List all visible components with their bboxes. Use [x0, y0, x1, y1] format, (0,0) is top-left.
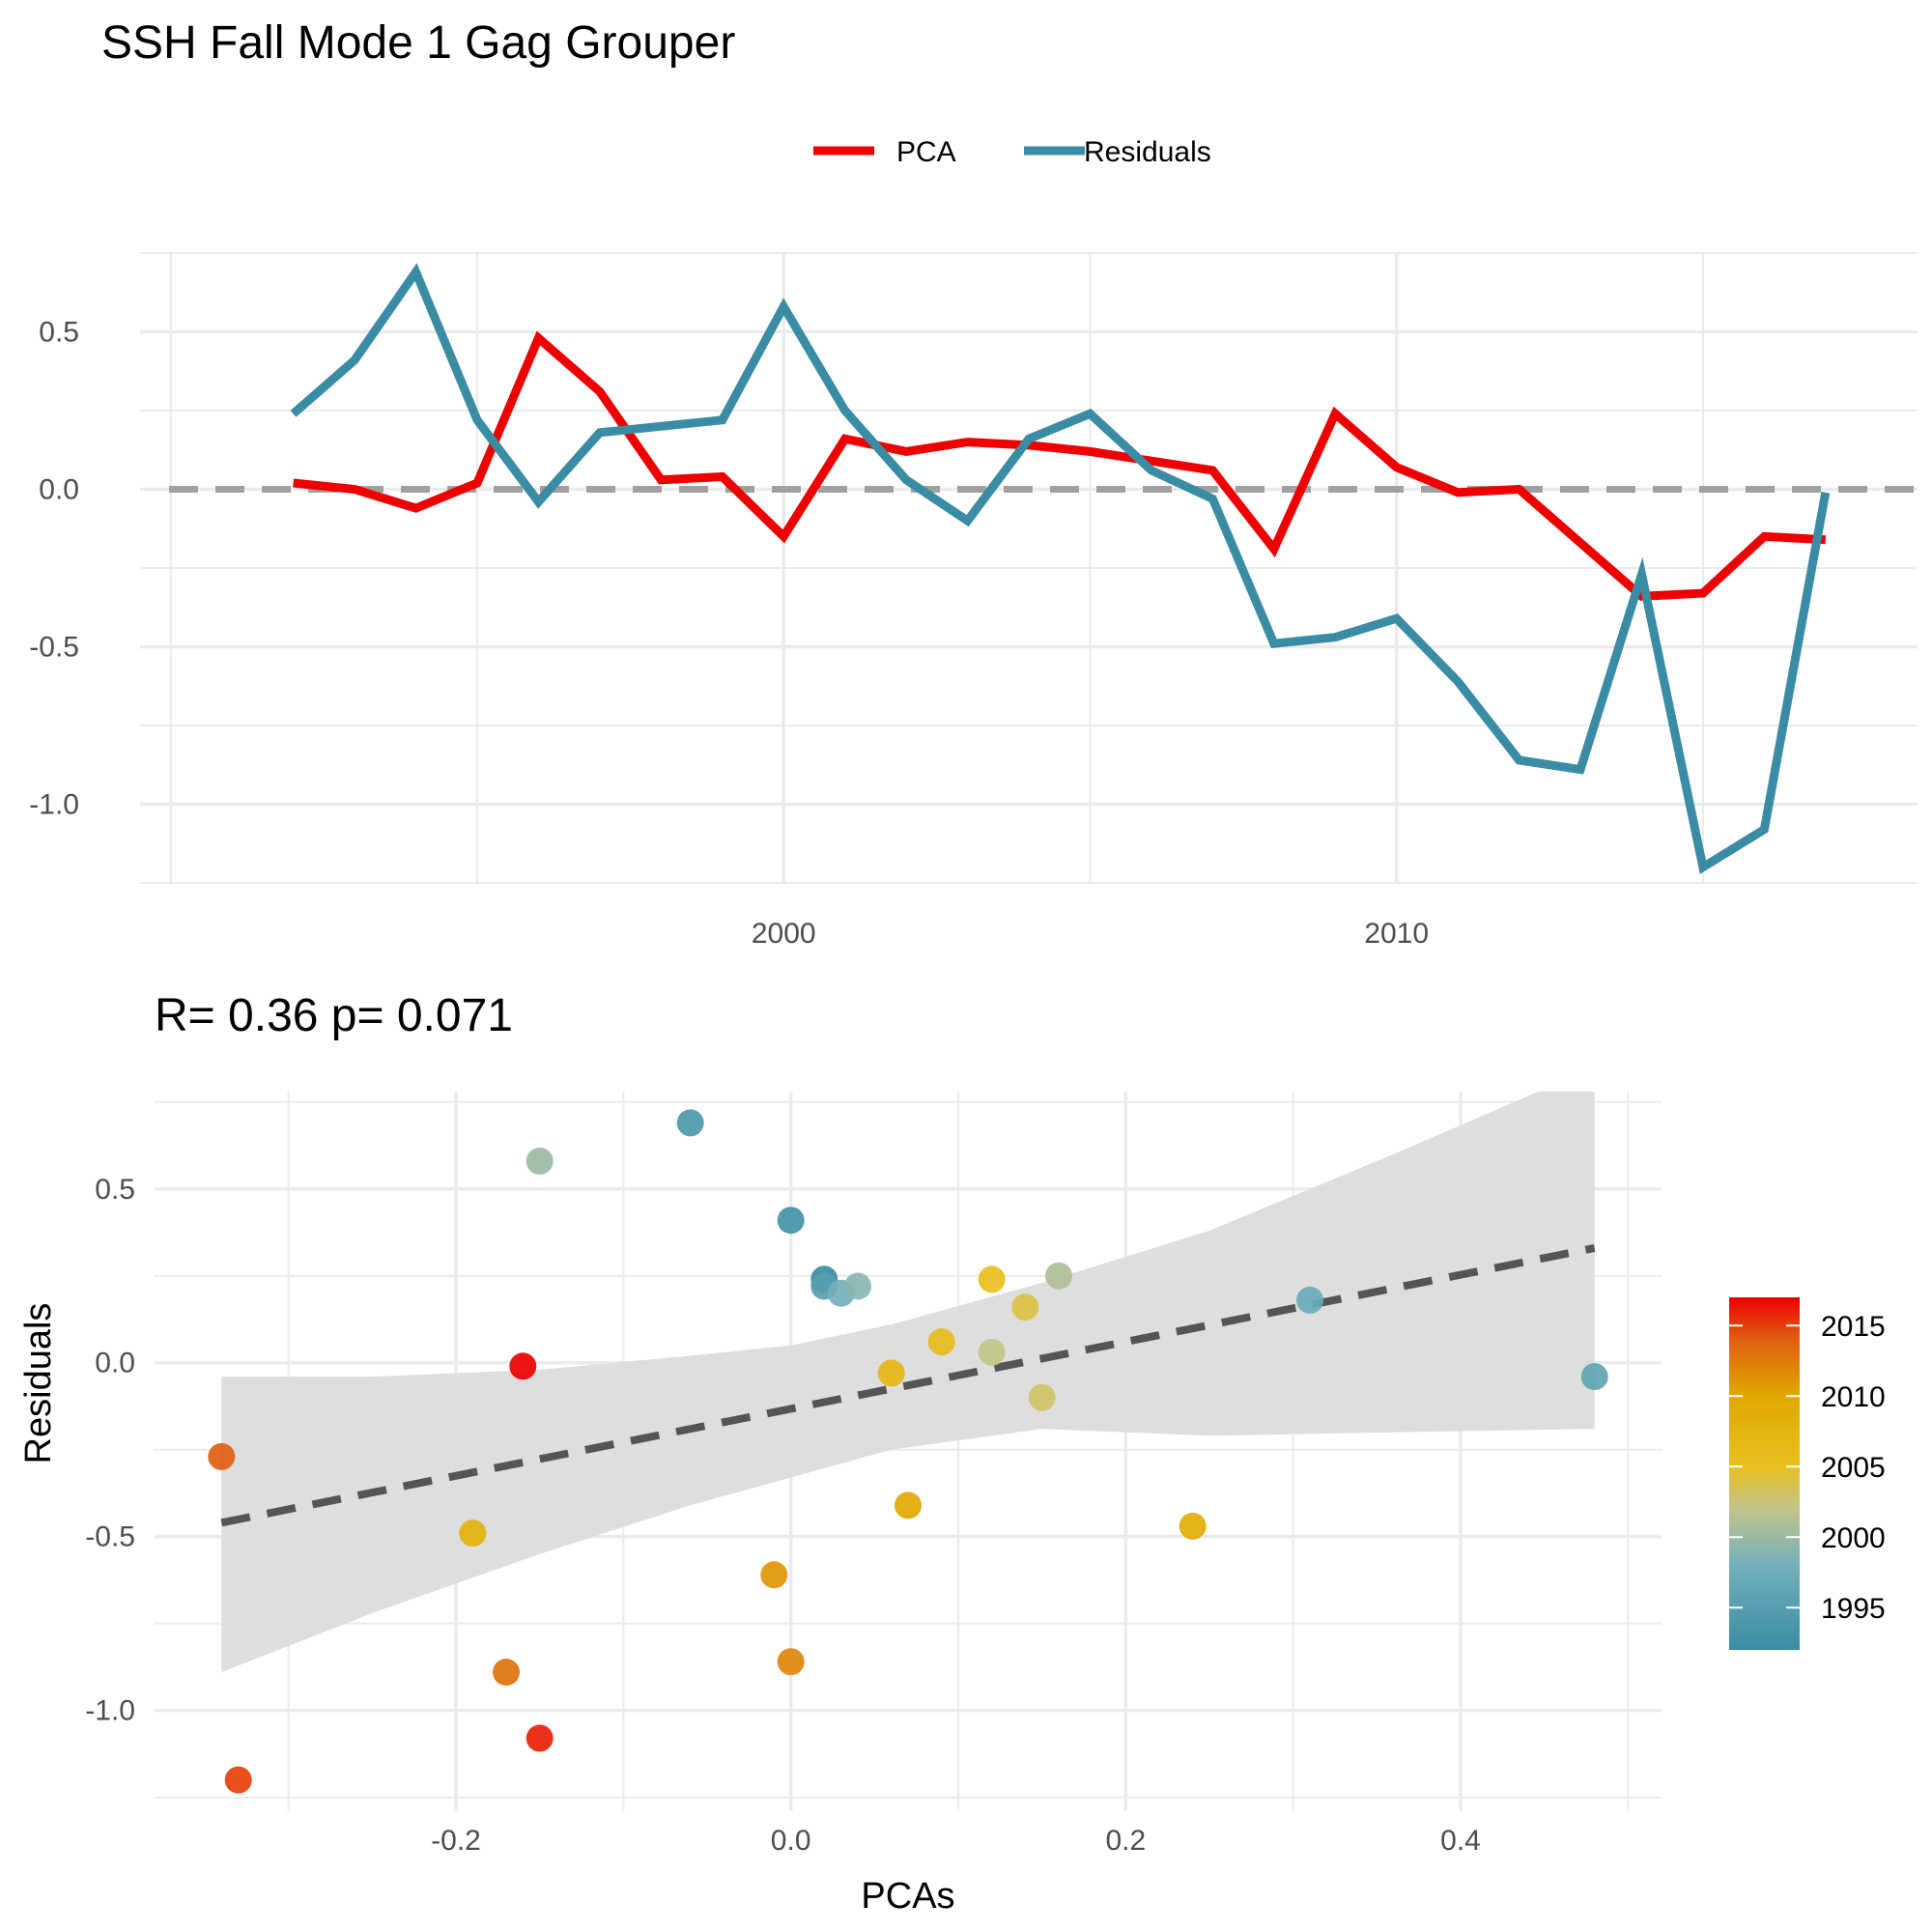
- x-tick-label: 0.0: [771, 1825, 811, 1857]
- scatter-point: [526, 1724, 554, 1752]
- scatter-point: [1580, 1363, 1608, 1391]
- legend-label-residuals: Residuals: [1084, 136, 1211, 168]
- scatter-point: [877, 1359, 905, 1387]
- scatter-point: [459, 1520, 487, 1548]
- y-tick-label: -0.5: [29, 632, 79, 664]
- scatter-point: [844, 1272, 871, 1300]
- time-series-gridlines: [140, 252, 1918, 884]
- scatter-point: [978, 1338, 1006, 1366]
- y-tick-label: 0.5: [39, 317, 79, 349]
- scatter-point: [493, 1659, 520, 1686]
- x-tick-label: -0.2: [431, 1825, 481, 1857]
- scatter-point: [895, 1492, 922, 1520]
- time-series-y-tick-labels: 0.5 0.0 -0.5 -1.0: [29, 317, 79, 821]
- colorbar: [1729, 1297, 1800, 1650]
- scatter-point: [676, 1109, 704, 1137]
- scatter-point: [1179, 1512, 1207, 1540]
- y-tick-label: 0.0: [39, 474, 79, 506]
- confidence-ribbon: [221, 1092, 1595, 1672]
- scatter-x-tick-labels: -0.2 0.0 0.2 0.4: [431, 1825, 1481, 1857]
- scatter-panel: R= 0.36 p= 0.071 0.50.0-0.5-1.0 -0.2 0.0 0…: [18, 990, 1662, 1917]
- scatter-point: [509, 1352, 537, 1380]
- colorbar-tick-label: 2005: [1821, 1452, 1886, 1484]
- x-tick-label: 2010: [1364, 918, 1429, 950]
- chart-title: SSH Fall Mode 1 Gag Grouper: [101, 17, 735, 69]
- colorbar-tick-label: 2015: [1821, 1311, 1886, 1343]
- scatter-point: [777, 1207, 805, 1235]
- series-line-residuals: [290, 263, 1831, 874]
- x-tick-label: 2000: [752, 918, 816, 950]
- scatter-points: [208, 1109, 1608, 1794]
- y-tick-label: 0.0: [95, 1348, 135, 1379]
- x-axis-label: PCAs: [861, 1876, 954, 1917]
- colorbar-tick-label: 2010: [1821, 1381, 1886, 1413]
- x-tick-label: 0.4: [1440, 1825, 1481, 1857]
- scatter-point: [927, 1328, 955, 1356]
- scatter-point: [777, 1648, 805, 1676]
- y-axis-label: Residuals: [18, 1303, 59, 1464]
- colorbar-ticks: 1995 2000 2005 2010 2015: [1729, 1311, 1886, 1625]
- y-tick-label: 0.5: [95, 1174, 135, 1206]
- scatter-point: [1045, 1262, 1072, 1290]
- scatter-point: [760, 1561, 788, 1589]
- scatter-point: [1296, 1286, 1323, 1314]
- time-series-panel: 0.5 0.0 -0.5 -1.0 2000 2010: [29, 252, 1918, 950]
- series-line-pca: [293, 330, 1827, 601]
- y-tick-label: -1.0: [85, 1695, 135, 1727]
- time-series-x-tick-labels: 2000 2010: [752, 918, 1429, 950]
- scatter-point: [1011, 1293, 1039, 1321]
- trend-line: [220, 1244, 1596, 1527]
- scatter-point: [208, 1442, 236, 1470]
- colorbar-tick-label: 2000: [1821, 1522, 1886, 1554]
- scatter-point: [1028, 1383, 1056, 1411]
- scatter-y-tick-labels: 0.5 0.0 -0.5 -1.0: [85, 1174, 135, 1727]
- legend: PCA Residuals: [813, 136, 1211, 168]
- colorbar-tick-label: 1995: [1821, 1593, 1886, 1625]
- legend-label-pca: PCA: [896, 136, 956, 168]
- scatter-point: [526, 1148, 554, 1175]
- x-tick-label: 0.2: [1105, 1825, 1146, 1857]
- y-tick-label: -1.0: [29, 789, 79, 821]
- y-tick-label: -0.5: [85, 1521, 135, 1553]
- scatter-point: [224, 1766, 252, 1794]
- scatter-point: [978, 1265, 1006, 1293]
- colorbar-legend: 1995 2000 2005 2010 2015: [1729, 1297, 1886, 1650]
- scatter-title: R= 0.36 p= 0.071: [155, 990, 513, 1041]
